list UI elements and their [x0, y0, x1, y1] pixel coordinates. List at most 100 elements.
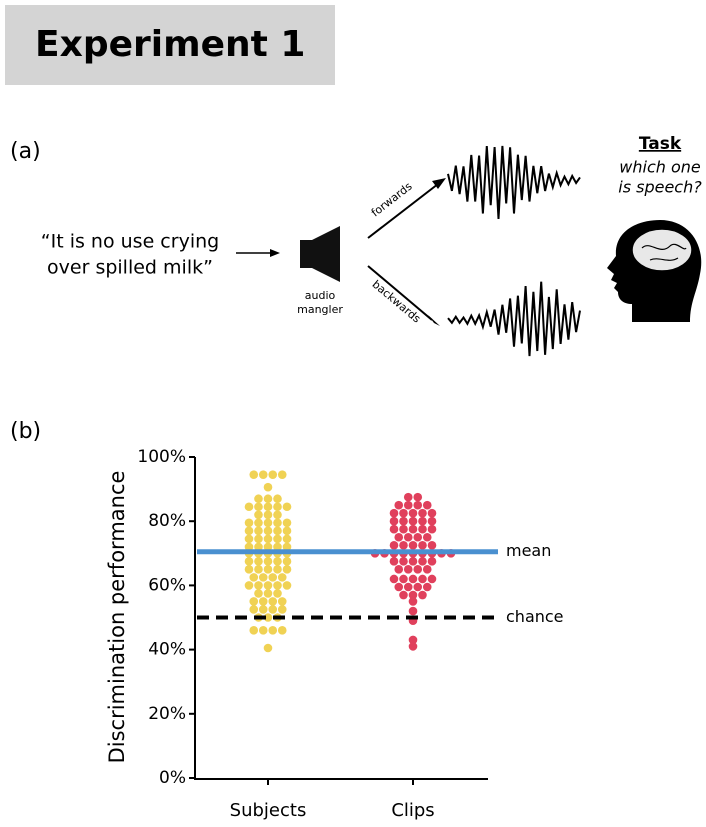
data-point — [273, 535, 282, 544]
data-point — [273, 510, 282, 519]
data-point — [394, 565, 403, 574]
data-point — [283, 581, 292, 590]
data-point — [273, 519, 282, 528]
data-point — [254, 535, 263, 544]
data-point — [245, 527, 254, 536]
data-point — [428, 509, 437, 518]
backwards-arrow — [368, 266, 440, 326]
data-point — [254, 502, 263, 511]
data-point — [409, 575, 418, 584]
data-point — [413, 501, 422, 510]
data-point — [394, 533, 403, 542]
data-point — [264, 483, 273, 492]
data-point — [273, 581, 282, 590]
data-point — [264, 510, 273, 519]
data-point — [399, 541, 408, 550]
data-point — [259, 470, 268, 479]
data-point — [264, 519, 273, 528]
data-point — [423, 501, 432, 510]
data-point — [404, 501, 413, 510]
panel-label: (b) — [10, 419, 41, 444]
data-point — [249, 605, 258, 614]
y-tick-label: 60% — [148, 575, 186, 595]
data-point — [264, 535, 273, 544]
data-point — [409, 525, 418, 534]
data-point — [254, 589, 263, 598]
head-icon — [607, 220, 701, 322]
reference-label: mean — [506, 541, 551, 560]
data-point — [254, 581, 263, 590]
x-tick-label: Clips — [391, 800, 434, 821]
data-point — [249, 597, 258, 606]
task-title: Task — [639, 134, 682, 154]
data-point — [273, 557, 282, 566]
data-point — [254, 519, 263, 528]
data-point — [390, 509, 399, 518]
data-point — [249, 470, 258, 479]
data-point — [245, 581, 254, 590]
data-point — [428, 541, 437, 550]
data-point — [413, 565, 422, 574]
y-tick-label: 0% — [159, 768, 186, 788]
data-point — [249, 573, 258, 582]
data-point — [283, 519, 292, 528]
data-point — [278, 626, 287, 635]
data-point — [418, 509, 427, 518]
data-point — [399, 525, 408, 534]
data-point — [413, 533, 422, 542]
data-point — [399, 557, 408, 566]
data-point — [428, 517, 437, 526]
data-point — [409, 541, 418, 550]
data-point — [254, 494, 263, 503]
data-point — [283, 565, 292, 574]
y-tick-label: 20% — [148, 704, 186, 724]
data-point — [254, 527, 263, 536]
data-point — [409, 591, 418, 600]
data-point — [264, 565, 273, 574]
input-arrow — [236, 249, 280, 257]
data-point — [418, 557, 427, 566]
data-point — [409, 607, 418, 616]
data-point — [413, 493, 422, 502]
data-point — [268, 573, 277, 582]
figure: Experiment 1 (a) “It is no use crying ov… — [0, 0, 706, 827]
data-point — [283, 535, 292, 544]
data-point — [259, 626, 268, 635]
data-point — [249, 626, 258, 635]
data-point — [245, 535, 254, 544]
data-point — [278, 470, 287, 479]
waveform — [448, 146, 580, 219]
data-point — [245, 502, 254, 511]
data-point — [404, 493, 413, 502]
task-question: which one — [619, 158, 701, 177]
data-point — [259, 597, 268, 606]
quote-line: over spilled milk” — [47, 257, 213, 279]
data-point — [264, 527, 273, 536]
data-point — [409, 509, 418, 518]
data-point — [404, 565, 413, 574]
data-point — [409, 517, 418, 526]
data-point — [394, 501, 403, 510]
data-point — [273, 565, 282, 574]
y-tick-label: 40% — [148, 640, 186, 660]
data-point — [390, 517, 399, 526]
data-point — [273, 527, 282, 536]
data-point — [245, 519, 254, 528]
data-point — [423, 583, 432, 592]
reference-label: chance — [506, 607, 564, 626]
data-point — [273, 589, 282, 598]
data-point — [273, 502, 282, 511]
data-point — [390, 557, 399, 566]
data-point — [268, 470, 277, 479]
data-point — [404, 583, 413, 592]
data-point — [399, 509, 408, 518]
data-point — [418, 591, 427, 600]
x-tick-label: Subjects — [230, 800, 307, 821]
y-tick-label: 80% — [148, 511, 186, 531]
data-point — [390, 525, 399, 534]
data-point — [390, 575, 399, 584]
data-point — [428, 575, 437, 584]
data-point — [268, 597, 277, 606]
data-point — [264, 494, 273, 503]
data-point — [254, 557, 263, 566]
